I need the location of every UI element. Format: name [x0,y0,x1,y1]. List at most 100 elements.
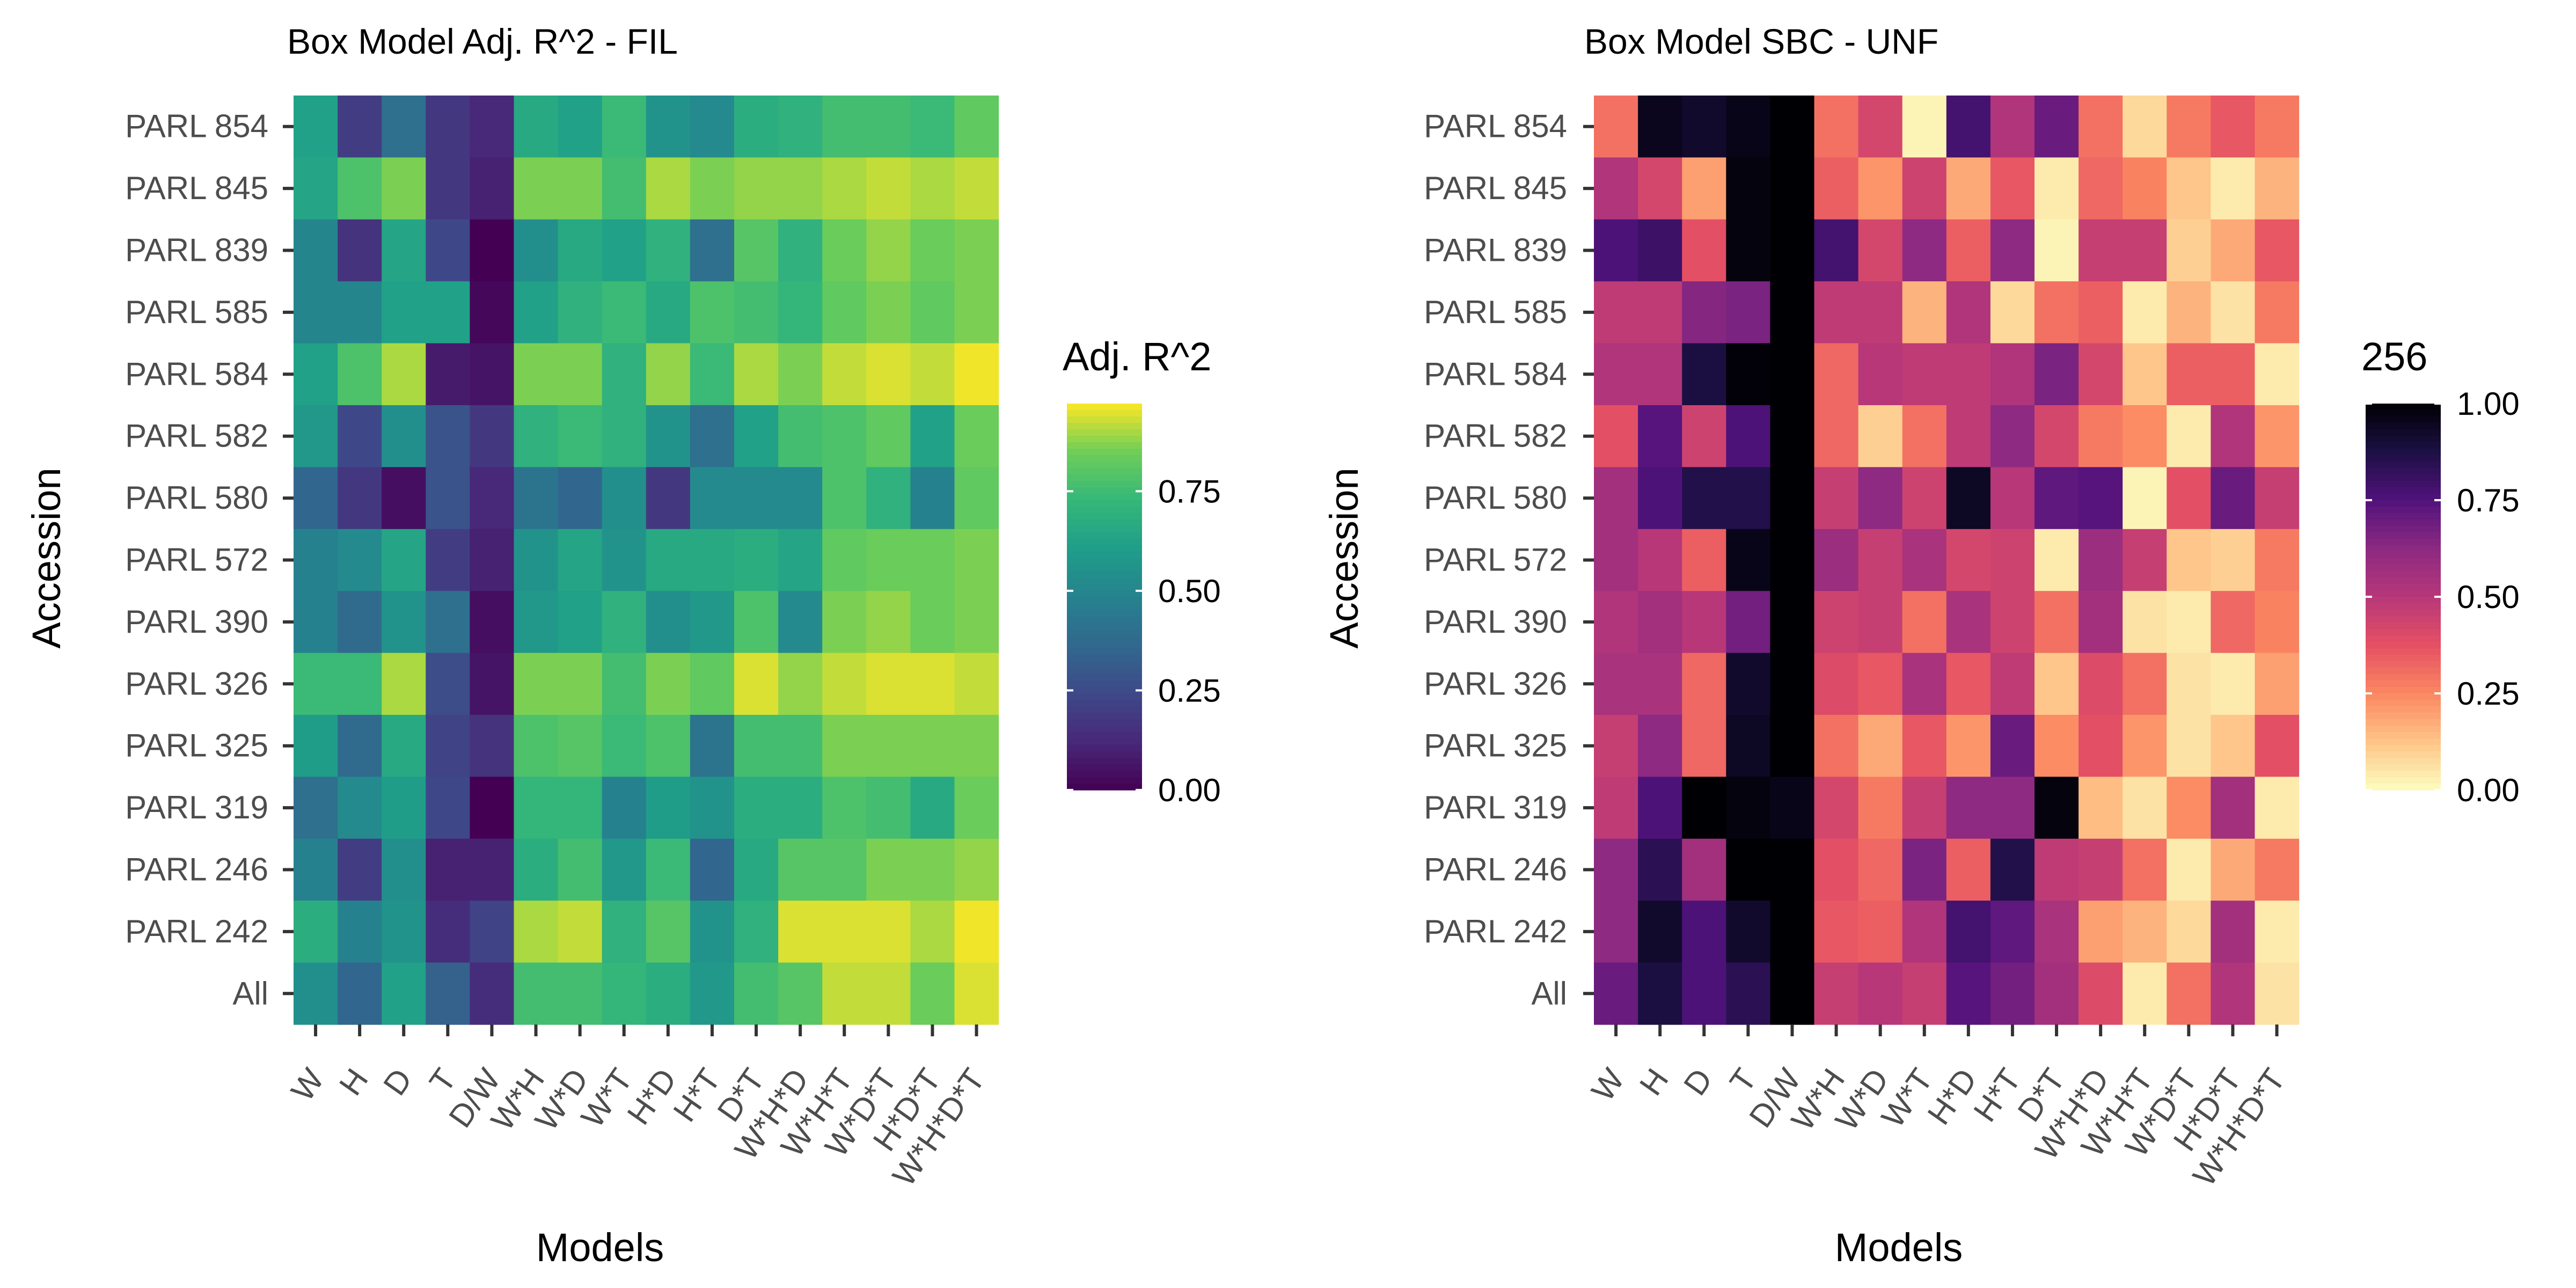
heatmap-cell [1946,901,1991,963]
heatmap-cell [690,281,735,344]
heatmap-cell [1814,962,1859,1025]
heatmap-cell [514,405,559,467]
heatmap-cell [2035,715,2079,777]
heatmap-cell [646,529,691,591]
colorbar-segment [2366,513,2441,520]
heatmap-cell [382,467,426,530]
heatmap-cell [294,901,338,963]
y-tick-label: PARL 326 [125,665,268,701]
y-tick-label: PARL 585 [1424,294,1567,330]
heatmap-cell [1902,96,1947,158]
heatmap-cell [1858,529,1903,591]
heatmap-cell [822,467,867,530]
heatmap-cell [1902,715,1947,777]
heatmap-cell [470,715,515,777]
heatmap-cell [690,529,735,591]
heatmap-cell [1770,901,1815,963]
heatmap-cell [2255,157,2300,220]
colorbar-segment [2366,745,2441,752]
heatmap-cell [1770,405,1815,467]
heatmap-cell [1638,96,1682,158]
heatmap-cell [734,962,779,1025]
heatmap-cell [2211,157,2256,220]
colorbar-segment [1067,719,1142,726]
heatmap-cell [1858,653,1903,715]
heatmap-cell [2211,219,2256,282]
heatmap-cell [558,343,603,406]
heatmap-cell [1594,838,1638,901]
heatmap-cell [1682,962,1726,1025]
heatmap-cell [338,343,382,406]
heatmap-cell [382,653,426,715]
heatmap-cell [1858,962,1903,1025]
y-tick-label: PARL 584 [125,356,268,392]
heatmap-cell [910,715,955,777]
heatmap-cell [602,467,647,530]
heatmap-cell [1638,591,1682,654]
heatmap-cell [1814,653,1859,715]
heatmap-cell [646,219,691,282]
heatmap-cell [822,281,867,344]
heatmap-cell [426,219,470,282]
heatmap-cell [646,96,691,158]
colorbar-segment [2366,700,2441,707]
heatmap-cell [734,281,779,344]
heatmap-cell [1902,281,1947,344]
heatmap-cell [910,962,955,1025]
y-tick-label: All [232,975,268,1011]
colorbar-segment [1067,577,1142,584]
y-tick-label: All [1531,975,1567,1011]
heatmap-cell [1814,529,1859,591]
heatmap-cell [1726,467,1770,530]
heatmap-cell [2255,343,2300,406]
heatmap-cell [1990,591,2035,654]
heatmap-cell [866,901,911,963]
legend-tick-label: 0.25 [2457,676,2520,712]
heatmap-cell [558,529,603,591]
heatmap-cell [1858,405,1903,467]
heatmap-cell [1638,529,1682,591]
y-tick-label: PARL 572 [125,542,268,578]
heatmap-cell [1682,467,1726,530]
colorbar-segment [2366,661,2441,668]
heatmap-cell [646,962,691,1025]
heatmap-cell [2211,529,2256,591]
heatmap-cell [2079,96,2123,158]
heatmap-cell [734,467,779,530]
colorbar-segment [1067,539,1142,546]
heatmap-cell [778,529,823,591]
heatmap-cell [866,653,911,715]
x-axis-label-fil: Models [536,1225,664,1270]
heatmap-cell [2211,467,2256,530]
colorbar-segment [2366,500,2441,507]
heatmap-cell [866,219,911,282]
heatmap-cell [382,838,426,901]
heatmap-cell [1814,777,1859,839]
colorbar-segment [2366,545,2441,552]
heatmap-cell [646,715,691,777]
legend-colorbar-fil [1067,404,1142,791]
heatmap-cell [734,591,779,654]
heatmap-cell [1594,96,1638,158]
heatmap-cell [866,715,911,777]
heatmap-cell [2167,343,2211,406]
heatmap-cell [602,777,647,839]
heatmap-cell [954,343,999,406]
colorbar-segment [2366,693,2441,700]
y-tick-label: PARL 845 [1424,170,1567,206]
colorbar-segment [2366,519,2441,526]
heatmap-cell [1594,343,1638,406]
colorbar-segment [1067,590,1142,597]
heatmap-cell [1858,467,1903,530]
legend-tick-label: 1.00 [2457,386,2520,422]
heatmap-cell [734,715,779,777]
heatmap-cell [1726,962,1770,1025]
heatmap-cell [1682,96,1726,158]
heatmap-cell [734,529,779,591]
heatmap-cell [2211,838,2256,901]
heatmap-cell [558,962,603,1025]
heatmap-cell [2123,529,2167,591]
heatmap-cell [426,343,470,406]
heatmap-cell [1638,281,1682,344]
heatmap-cell [2123,901,2167,963]
